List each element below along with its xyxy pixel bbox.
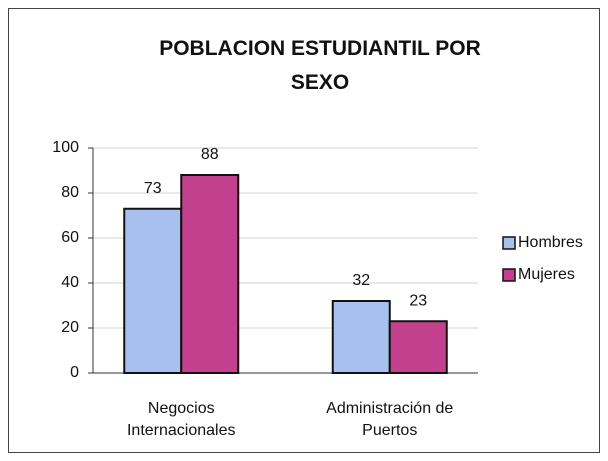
y-tick-label: 80	[61, 184, 79, 201]
chart-title: POBLACION ESTUDIANTIL POR SEXO	[159, 37, 481, 94]
y-tick-label: 20	[61, 319, 79, 336]
data-label: 23	[409, 292, 427, 309]
bar	[388, 320, 448, 374]
x-tick-label: Negocios Internacionales	[126, 400, 236, 439]
data-label: 88	[201, 146, 219, 163]
legend-label: Hombres	[518, 234, 583, 251]
y-tick-label: 40	[61, 274, 79, 291]
bar	[123, 207, 183, 374]
y-tick-label: 0	[70, 364, 79, 381]
data-label: 32	[352, 272, 370, 289]
y-tick-label: 60	[61, 229, 79, 246]
legend-swatch	[502, 236, 516, 250]
data-label: 73	[144, 180, 162, 197]
y-tick-label: 100	[52, 139, 79, 156]
chart-frame	[8, 8, 600, 453]
bar	[180, 174, 240, 374]
legend-label: Mujeres	[518, 266, 575, 283]
x-tick-label: Administración de Puertos	[326, 400, 454, 439]
bar	[331, 300, 391, 374]
legend-swatch	[502, 268, 516, 282]
